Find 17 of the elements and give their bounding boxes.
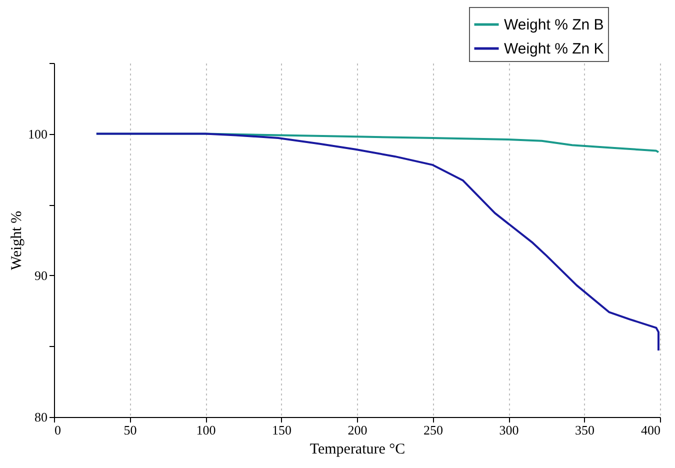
x-tick-label: 300 [499, 422, 519, 438]
x-axis-title: Temperature °C [310, 442, 406, 458]
legend-label: Weight % Zn B [504, 16, 604, 34]
x-tick-label: 250 [424, 422, 443, 438]
y-tick-label: 100 [28, 126, 48, 142]
x-tick-label: 50 [124, 422, 137, 438]
line-series [95, 132, 660, 352]
x-tick-label: 400 [641, 422, 660, 438]
x-tick-label: 200 [348, 422, 368, 438]
x-tick-label: 0 [54, 422, 61, 438]
y-tick-label: 90 [34, 268, 48, 283]
x-tick-label: 100 [196, 422, 216, 438]
y-tick-label: 80 [34, 410, 48, 424]
legend-label: Weight % Zn K [504, 40, 604, 58]
x-tick-label: 350 [575, 422, 594, 438]
x-tick-label: 150 [272, 422, 292, 438]
y-axis-title: Weight % [9, 210, 25, 270]
